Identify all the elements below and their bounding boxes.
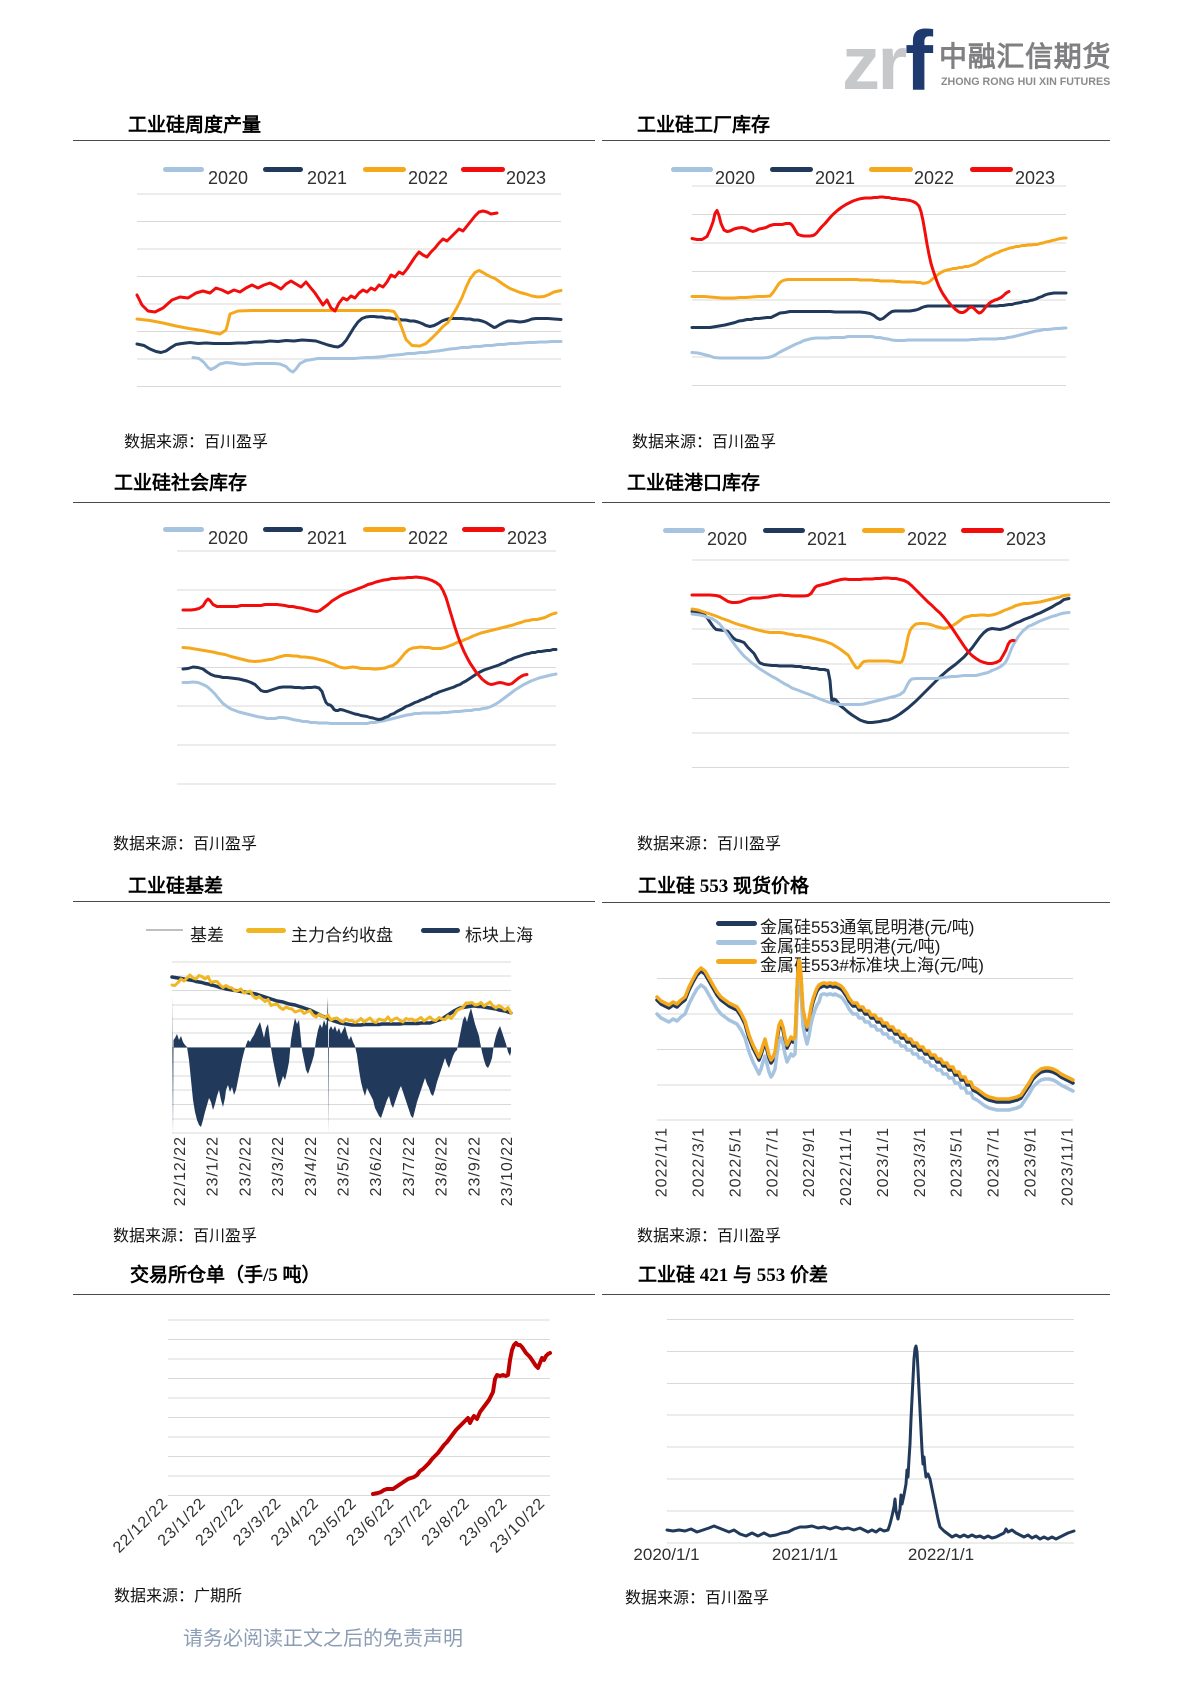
svg-text:2023/1/1: 2023/1/1 xyxy=(875,1127,892,1197)
svg-text:2023/9/1: 2023/9/1 xyxy=(1022,1127,1039,1197)
svg-text:2022/3/1: 2022/3/1 xyxy=(691,1127,708,1197)
svg-text:22/12/22: 22/12/22 xyxy=(172,1136,189,1206)
svg-text:23/2/22: 23/2/22 xyxy=(237,1136,254,1196)
svg-text:23/7/22: 23/7/22 xyxy=(401,1136,418,1196)
svg-text:23/9/22: 23/9/22 xyxy=(466,1136,483,1196)
svg-text:2022/1/1: 2022/1/1 xyxy=(654,1127,671,1197)
svg-text:2022/5/1: 2022/5/1 xyxy=(727,1127,744,1197)
svg-text:2022/1/1: 2022/1/1 xyxy=(908,1545,974,1564)
svg-text:2020/1/1: 2020/1/1 xyxy=(633,1545,699,1564)
svg-text:23/10/22: 23/10/22 xyxy=(499,1136,516,1206)
svg-text:23/4/22: 23/4/22 xyxy=(303,1136,320,1196)
svg-text:2021/1/1: 2021/1/1 xyxy=(772,1545,838,1564)
svg-text:23/5/22: 23/5/22 xyxy=(336,1136,353,1196)
svg-text:23/8/22: 23/8/22 xyxy=(434,1136,451,1196)
svg-text:2023/3/1: 2023/3/1 xyxy=(912,1127,929,1197)
svg-text:22/12/22: 22/12/22 xyxy=(110,1495,172,1557)
svg-text:2023/11/1: 2023/11/1 xyxy=(1059,1127,1076,1206)
svg-text:2022/9/1: 2022/9/1 xyxy=(801,1127,818,1197)
svg-text:2022/7/1: 2022/7/1 xyxy=(764,1127,781,1197)
svg-text:23/3/22: 23/3/22 xyxy=(270,1136,287,1196)
svg-text:2023/7/1: 2023/7/1 xyxy=(986,1127,1003,1197)
svg-text:23/6/22: 23/6/22 xyxy=(368,1136,385,1196)
svg-text:23/1/22: 23/1/22 xyxy=(205,1136,222,1196)
svg-text:2022/11/1: 2022/11/1 xyxy=(838,1127,855,1206)
svg-text:2023/5/1: 2023/5/1 xyxy=(949,1127,966,1197)
